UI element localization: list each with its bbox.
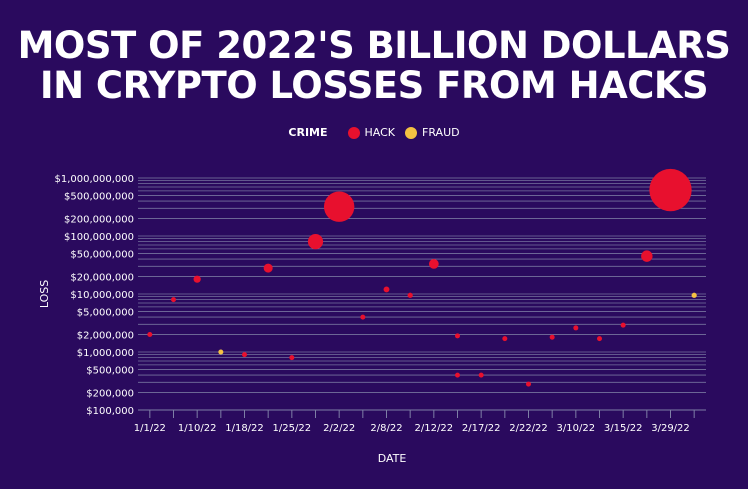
x-tick-label-2: 1/18/22 — [225, 423, 264, 434]
hack-point-18 — [573, 325, 579, 331]
x-tick-label-5: 2/8/22 — [370, 423, 402, 434]
x-tick-label-8: 2/22/22 — [509, 423, 548, 434]
hack-point-17 — [549, 334, 555, 340]
y-tick-label-12: $100,000 — [86, 406, 134, 417]
hack-point-4 — [263, 263, 273, 273]
x-axis-title: DATE — [378, 452, 407, 465]
x-tick-label-9: 3/10/22 — [557, 423, 596, 434]
hack-point-2 — [193, 275, 201, 283]
legend-fraud-label: FRAUD — [422, 126, 460, 139]
x-tick-label-0: 1/1/22 — [134, 423, 166, 434]
x-tick-label-1: 1/10/22 — [178, 423, 217, 434]
chart-title-line-2: IN CRYPTO LOSSES FROM HACKS — [39, 64, 709, 107]
hack-point-8 — [360, 314, 366, 320]
y-tick-label-8: $2,000,000 — [77, 331, 134, 342]
hack-point-3 — [242, 352, 247, 358]
y-tick-label-2: $200,000,000 — [64, 215, 134, 226]
chart-title: MOST OF 2022'S BILLION DOLLARS IN CRYPTO… — [0, 26, 748, 106]
legend-fraud-marker — [405, 126, 418, 139]
chart-title-line-1: MOST OF 2022'S BILLION DOLLARS — [17, 24, 731, 67]
y-tick-label-0: $1,000,000,000 — [54, 174, 134, 185]
legend-hack-label: HACK — [364, 126, 396, 139]
x-tick-label-4: 2/2/22 — [323, 423, 355, 434]
hack-point-21 — [641, 250, 653, 262]
hack-point-10 — [407, 292, 413, 298]
y-tick-label-5: $20,000,000 — [70, 273, 134, 284]
y-tick-label-7: $5,000,000 — [77, 307, 134, 318]
hack-point-19 — [597, 336, 602, 342]
x-tick-label-6: 2/12/22 — [415, 423, 454, 434]
fraud-point-0 — [218, 349, 224, 355]
hack-point-13 — [455, 372, 460, 378]
fraud-point-1 — [691, 292, 697, 298]
hack-point-5 — [289, 355, 295, 361]
y-tick-label-9: $1,000,000 — [77, 348, 134, 359]
hack-point-12 — [455, 333, 460, 339]
y-tick-label-3: $100,000,000 — [64, 232, 134, 243]
x-tick-label-3: 1/25/22 — [273, 423, 312, 434]
hack-point-16 — [526, 381, 531, 387]
hack-point-14 — [478, 372, 484, 378]
y-axis-title: LOSS — [38, 280, 51, 308]
hack-point-7 — [323, 191, 355, 222]
x-tick-label-11: 3/29/22 — [651, 423, 690, 434]
legend-hack-marker — [347, 126, 360, 139]
legend-item-hack: HACK — [347, 126, 396, 139]
hack-point-22 — [649, 168, 692, 212]
legend-title: CRIME — [288, 126, 328, 139]
y-tick-label-4: $50,000,000 — [70, 249, 134, 260]
y-tick-label-10: $500,000 — [86, 365, 134, 376]
hack-point-20 — [620, 322, 626, 328]
legend: CRIME HACK FRAUD — [0, 126, 748, 139]
hack-point-15 — [502, 336, 508, 342]
x-tick-label-10: 3/15/22 — [604, 423, 643, 434]
hack-point-9 — [383, 286, 390, 293]
legend-item-fraud: FRAUD — [405, 126, 460, 139]
y-tick-label-11: $200,000 — [86, 389, 134, 400]
hack-point-6 — [307, 234, 324, 250]
x-tick-label-7: 2/17/22 — [462, 423, 501, 434]
hack-point-1 — [171, 297, 176, 303]
hack-point-0 — [147, 332, 153, 338]
y-tick-label-1: $500,000,000 — [64, 191, 134, 202]
hack-point-11 — [428, 259, 439, 269]
y-tick-label-6: $10,000,000 — [70, 290, 134, 301]
